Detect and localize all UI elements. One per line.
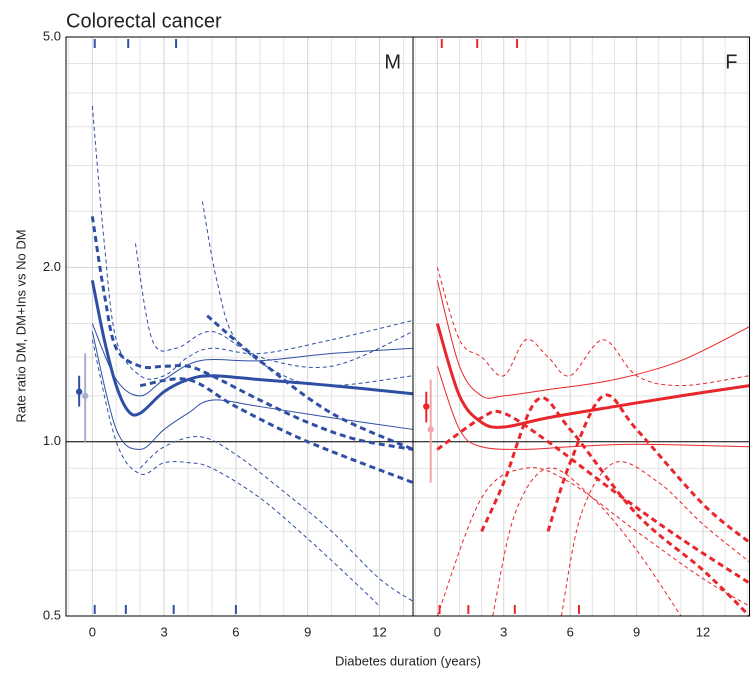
- x-tick-label: 9: [633, 624, 640, 639]
- point: [423, 403, 430, 410]
- curve: [560, 461, 750, 617]
- curve: [134, 243, 414, 368]
- curve: [90, 216, 414, 451]
- point: [427, 426, 434, 433]
- curve: [91, 105, 414, 380]
- panel-label: M: [384, 51, 401, 73]
- y-tick-label: 1.0: [43, 433, 61, 448]
- curve: [91, 339, 380, 607]
- x-tick-label: 6: [232, 624, 239, 639]
- curve: [435, 323, 750, 429]
- x-tick-label: 12: [372, 624, 386, 639]
- x-tick-label: 9: [304, 624, 311, 639]
- panel-border: [412, 36, 750, 617]
- x-tick-label: 6: [567, 624, 574, 639]
- y-tick-label: 0.5: [43, 607, 61, 622]
- curve: [90, 280, 414, 417]
- x-tick-label: 3: [161, 624, 168, 639]
- y-axis-label: Rate ratio DM, DM+Ins vs No DM: [13, 229, 28, 422]
- x-axis-label: Diabetes duration (years): [335, 653, 481, 668]
- chart-title: Colorectal cancer: [66, 10, 222, 32]
- x-tick-label: 0: [434, 624, 441, 639]
- point: [75, 388, 83, 395]
- curve: [436, 280, 750, 399]
- curve: [492, 467, 682, 617]
- point: [81, 392, 89, 400]
- curve: [436, 267, 750, 387]
- panel-label: F: [725, 51, 737, 73]
- curve: [139, 436, 414, 602]
- x-tick-label: 12: [696, 624, 710, 639]
- x-tick-label: 3: [500, 624, 507, 639]
- curve: [91, 331, 414, 450]
- curve: [139, 377, 414, 484]
- curve: [436, 409, 751, 585]
- curve: [206, 314, 414, 451]
- x-tick-label: 0: [89, 624, 96, 639]
- curve: [546, 393, 751, 544]
- y-tick-label: 5.0: [43, 28, 61, 43]
- curve: [436, 366, 750, 450]
- panel-border: [65, 36, 414, 617]
- y-tick-label: 2.0: [43, 259, 61, 274]
